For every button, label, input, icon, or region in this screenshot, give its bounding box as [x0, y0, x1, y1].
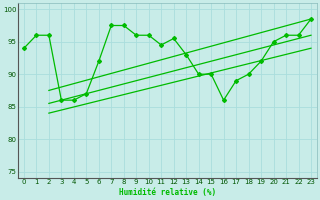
X-axis label: Humidité relative (%): Humidité relative (%) [119, 188, 216, 197]
